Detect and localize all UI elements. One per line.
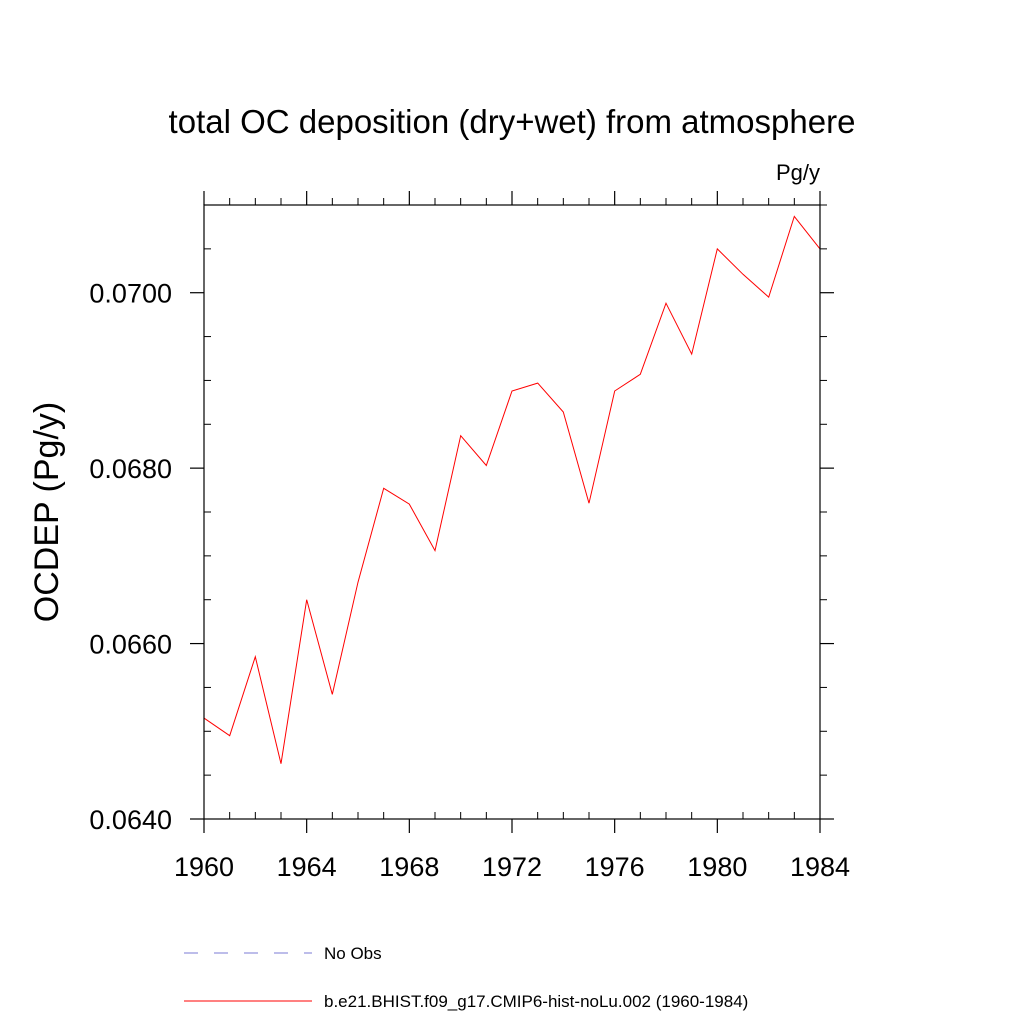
- series-line: [203, 215, 821, 764]
- plot-frame: [203, 204, 821, 820]
- x-tick-label: 1968: [379, 852, 439, 882]
- axis-ticks: [190, 191, 834, 833]
- legend-label-model-run: b.e21.BHIST.f09_g17.CMIP6-hist-noLu.002 …: [324, 992, 748, 1011]
- axis-tick-labels: 1960 1964 1968 1972 1976 1980 1984 0.0640 0.0660…: [89, 279, 850, 882]
- legend-label-no-obs: No Obs: [324, 944, 382, 963]
- x-tick-label: 1984: [790, 852, 850, 882]
- x-tick-label: 1960: [174, 852, 234, 882]
- legend: No Obs b.e21.BHIST.f09_g17.CMIP6-hist-no…: [184, 944, 748, 1011]
- y-tick-label: 0.0680: [89, 454, 172, 484]
- x-tick-label: 1972: [482, 852, 542, 882]
- y-tick-label: 0.0660: [89, 630, 172, 660]
- y-axis-label: OCDEP (Pg/y): [28, 402, 66, 622]
- y-tick-label: 0.0640: [89, 805, 172, 835]
- units-label: Pg/y: [776, 160, 820, 185]
- x-tick-label: 1980: [687, 852, 747, 882]
- series-layer: [203, 215, 821, 764]
- chart-title: total OC deposition (dry+wet) from atmos…: [169, 103, 856, 140]
- x-tick-label: 1976: [585, 852, 645, 882]
- y-tick-label: 0.0700: [89, 279, 172, 309]
- x-tick-label: 1964: [277, 852, 337, 882]
